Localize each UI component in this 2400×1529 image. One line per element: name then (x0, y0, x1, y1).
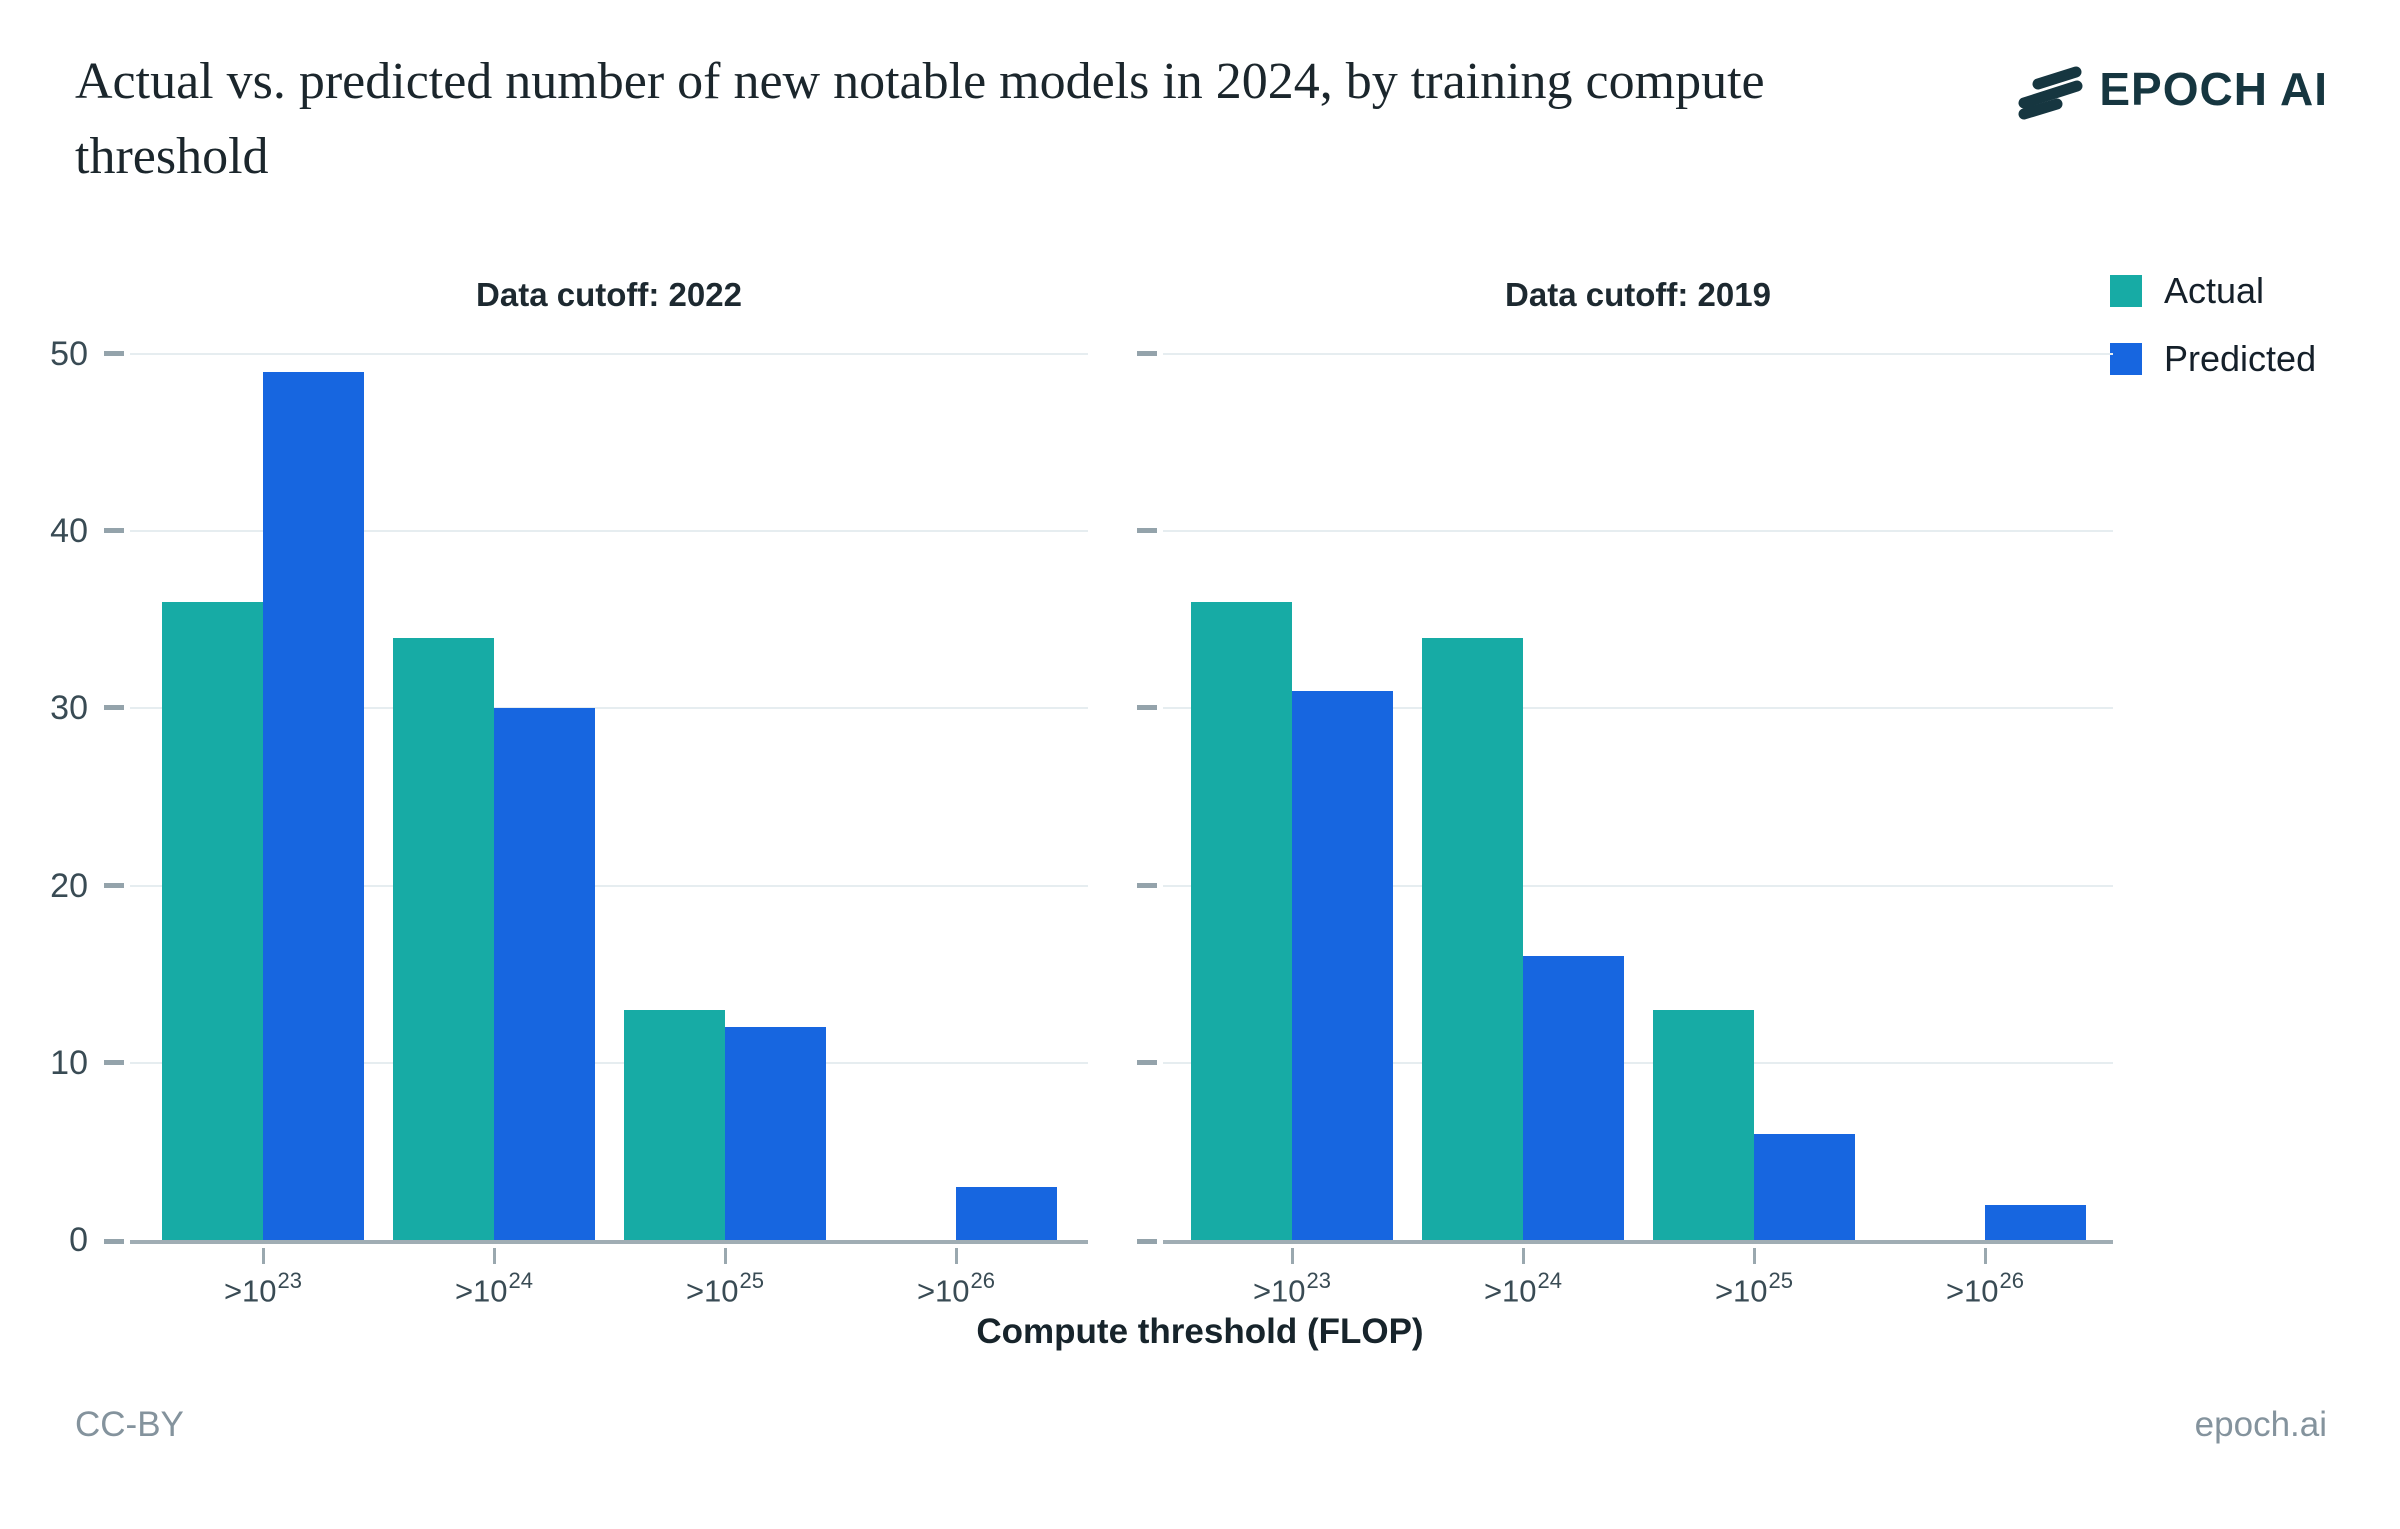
y-tick-mark-40 (1137, 528, 1157, 534)
y-tick-mark-50 (104, 351, 124, 356)
legend-label: Predicted (2164, 338, 2317, 379)
x-tick-mark->10^26 (954, 1248, 958, 1264)
bar-actual->10^24 (392, 637, 494, 1240)
x-tick-mark->10^23 (261, 1248, 265, 1264)
legend-item-actual: Actual (2110, 270, 2316, 312)
y-tick-mark-30 (1137, 705, 1157, 711)
y-tick-label-20: 20 (50, 866, 88, 905)
site-label: epoch.ai (2194, 1405, 2327, 1444)
bar-predicted->10^26 (1984, 1204, 2086, 1240)
x-tick-mark->10^24 (1521, 1248, 1525, 1264)
gridline-30 (1163, 707, 2113, 710)
plot-panel-1: 0 10 20 30 40 50 >1023 >1024 >1025 >1026 (50, 335, 1088, 1308)
y-tick-label-40: 40 (50, 512, 88, 551)
gridline-20 (1163, 884, 2113, 887)
gridline-20 (130, 884, 1088, 887)
gridline-50 (130, 353, 1088, 355)
bar-predicted->10^23 (262, 371, 364, 1240)
gridline-40 (1163, 530, 2113, 533)
gridline-10 (1163, 1061, 2113, 1064)
y-tick-mark-0 (104, 1239, 124, 1244)
legend-label: Actual (2164, 270, 2265, 311)
x-tick-mark->10^25 (1752, 1248, 1756, 1264)
y-tick-mark-20 (1137, 882, 1157, 888)
gridline-30 (130, 707, 1088, 710)
y-tick-mark-30 (104, 705, 124, 711)
legend-swatch-predicted (2110, 343, 2142, 375)
y-tick-label-10: 10 (50, 1043, 88, 1082)
x-tick-mark->10^25 (723, 1248, 727, 1264)
plot-panel-2: >1023 >1024 >1025 >1026 (1137, 351, 2113, 1308)
epoch-logo-text: EPOCH AI (2099, 63, 2328, 115)
panel-title-2: Data cutoff: 2019 (1505, 276, 1771, 313)
x-tick-mark->10^26 (1983, 1248, 1987, 1264)
legend-item-predicted: Predicted (2110, 338, 2316, 380)
x-tick-label->10^24: >1024 (1483, 1268, 1563, 1309)
x-tick-mark->10^23 (1290, 1248, 1294, 1264)
bar-actual->10^25 (1652, 1009, 1754, 1240)
y-tick-mark-0 (1137, 1239, 1157, 1244)
y-tick-label-30: 30 (50, 689, 88, 728)
gridline-40 (130, 530, 1088, 533)
bar-actual->10^23 (1190, 602, 1292, 1240)
bar-predicted->10^26 (955, 1186, 1057, 1240)
x-axis-title: Compute threshold (FLOP) (976, 1312, 1424, 1351)
bar-predicted->10^25 (1753, 1133, 1855, 1240)
panel-title-1: Data cutoff: 2022 (476, 276, 742, 313)
y-tick-mark-50 (1137, 351, 1157, 356)
y-tick-label-0: 0 (69, 1221, 88, 1259)
y-tick-mark-40 (104, 528, 124, 534)
y-tick-mark-20 (104, 882, 124, 888)
x-tick-mark->10^24 (492, 1248, 496, 1264)
x-axis-line (130, 1240, 1088, 1244)
license-label: CC-BY (75, 1405, 184, 1444)
x-axis-line (1163, 1240, 2113, 1244)
gridline-50 (1163, 353, 2113, 355)
legend-swatch-actual (2110, 275, 2142, 307)
bar-predicted->10^23 (1291, 690, 1393, 1240)
gridline-10 (130, 1061, 1088, 1064)
chart-title: Actual vs. predicted number of new notab… (75, 53, 1765, 186)
x-tick-label->10^25: >1025 (685, 1268, 765, 1309)
epoch-ai-logo: EPOCH AI (2017, 58, 2328, 120)
y-tick-label-50: 50 (50, 335, 88, 373)
x-tick-label->10^24: >1024 (454, 1268, 534, 1309)
x-tick-label->10^25: >1025 (1714, 1268, 1794, 1309)
y-tick-mark-10 (104, 1059, 124, 1065)
legend: Actual Predicted (2110, 270, 2316, 380)
x-tick-label->10^26: >1026 (1945, 1268, 2025, 1309)
bar-predicted->10^25 (724, 1027, 826, 1240)
x-tick-label->10^23: >1023 (223, 1268, 303, 1309)
bar-predicted->10^24 (493, 708, 595, 1240)
epoch-logo-mark-icon (2018, 66, 2083, 120)
y-tick-mark-10 (1137, 1059, 1157, 1065)
bar-actual->10^24 (1421, 637, 1523, 1240)
bar-predicted->10^24 (1522, 956, 1624, 1240)
bar-actual->10^23 (161, 602, 263, 1240)
x-tick-label->10^26: >1026 (916, 1268, 996, 1309)
bar-actual->10^25 (623, 1009, 725, 1240)
x-tick-label->10^23: >1023 (1252, 1268, 1332, 1309)
